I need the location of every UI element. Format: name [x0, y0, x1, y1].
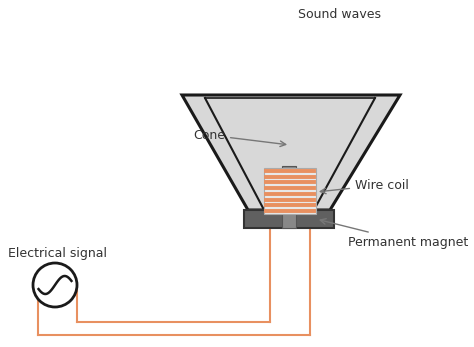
Text: Cone: Cone	[193, 128, 286, 146]
Polygon shape	[182, 95, 400, 210]
Text: Electrical signal: Electrical signal	[8, 247, 107, 260]
Bar	[244, 210, 334, 228]
Circle shape	[33, 263, 77, 307]
Text: Wire coil: Wire coil	[320, 178, 409, 194]
Text: Sound waves: Sound waves	[299, 8, 382, 21]
Text: Permanent magnet: Permanent magnet	[320, 219, 468, 248]
Bar	[282, 166, 296, 228]
Bar	[264, 168, 316, 214]
